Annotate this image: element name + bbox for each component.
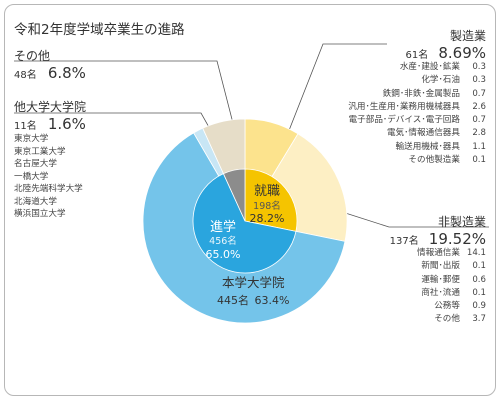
other-grad-percent: 1.6%	[47, 115, 86, 133]
manufacturing-item-label: 電子部品･デバイス･電子回路	[348, 115, 460, 126]
non-manufacturing-items: 情報通信業 14.1 新聞･出版 0.1 運輸･郵便 0.6 商社･流通 0.1 公務等 0.9 そ…	[246, 247, 486, 327]
manufacturing-leader-line	[287, 43, 387, 134]
manufacturing-stats: 61名 8.69%	[406, 43, 486, 62]
non-manufacturing-count: 137名	[389, 236, 419, 247]
non-manufacturing-item-label: 公務等	[434, 301, 460, 312]
non-manufacturing-item-value: 14.1	[466, 248, 486, 258]
manufacturing-item-value: 0.3	[472, 62, 486, 72]
non-manufacturing-item: 公務等 0.9	[246, 300, 486, 313]
manufacturing-item: その他製造業 0.1	[246, 154, 486, 167]
non-manufacturing-stats: 137名 19.52%	[390, 229, 486, 248]
non-manufacturing-item-value: 0.1	[472, 261, 486, 272]
non-manufacturing-item: 新聞･出版 0.1	[246, 260, 486, 273]
advancement-count: 456名	[209, 235, 237, 247]
non-manufacturing-name: 非製造業	[437, 215, 486, 229]
manufacturing-item-label: 化学･石油	[421, 75, 460, 86]
non-manufacturing-item-label: 運輸･郵便	[421, 274, 460, 285]
university-item: 一橋大学	[14, 171, 49, 182]
non-manufacturing-item-value: 0.1	[472, 287, 486, 298]
manufacturing-item-label: 輸送用機械･器具	[395, 141, 460, 152]
university-item: 北海道大学	[14, 196, 57, 207]
employment-percent: 28.2%	[250, 212, 285, 225]
other-grad-leader-line	[14, 112, 211, 130]
other-leader-line	[14, 60, 236, 132]
inner-ring	[192, 168, 298, 274]
other-stats: 48名 6.8%	[14, 63, 86, 82]
own-grad-name: 本学大学院	[221, 275, 285, 290]
university-item: 東京大学	[14, 134, 49, 144]
non-manufacturing-item: 運輸･郵便 0.6	[246, 274, 486, 287]
own-grad-count: 445名	[217, 294, 249, 307]
manufacturing-item: 電気･情報通信器具 2.8	[246, 127, 486, 140]
manufacturing-item-value: 0.3	[472, 75, 486, 86]
manufacturing-item-value: 0.7	[472, 88, 486, 99]
own-grad-percent: 63.4%	[254, 294, 290, 307]
manufacturing-items: 水産･建設･鉱業 0.3 化学･石油 0.3 鉄鋼･非鉄･金属製品 0.7 汎用･生産用･業…	[246, 61, 486, 167]
non-manufacturing-percent: 19.52%	[428, 230, 486, 248]
manufacturing-item-value: 0.1	[472, 155, 486, 166]
non-manufacturing-item-label: 商社･流通	[421, 287, 460, 298]
other-grad-name: 他大学大学院	[14, 100, 87, 114]
manufacturing-item-label: 鉄鋼･非鉄･金属製品	[382, 88, 460, 99]
non-manufacturing-item-value: 0.6	[472, 274, 486, 285]
manufacturing-item-label: 電気･情報通信器具	[386, 128, 460, 139]
inner-slice-就職	[244, 168, 298, 232]
chart-title: 令和2年度学域卒業生の進路	[14, 22, 185, 38]
non-manufacturing-item: 情報通信業 14.1	[246, 247, 486, 260]
other-grad-list: 東京大学 東京工業大学 名古屋大学 一橋大学 北陸先端科学大学 北海道大学 横浜…	[14, 133, 83, 221]
manufacturing-item: 鉄鋼･非鉄･金属製品 0.7	[246, 88, 486, 101]
non-manufacturing-item-value: 3.7	[472, 314, 486, 325]
non-manufacturing-item-value: 0.9	[472, 301, 486, 312]
non-manufacturing-leader-line	[335, 209, 489, 228]
other-count: 48名	[14, 70, 37, 81]
other-grad-count: 11名	[14, 121, 37, 132]
university-item: 名古屋大学	[14, 159, 57, 169]
manufacturing-item-value: 2.8	[472, 128, 486, 139]
manufacturing-percent: 8.69%	[438, 44, 486, 62]
manufacturing-item-value: 2.6	[472, 101, 486, 112]
own-grad-stats: 445名 63.4%	[217, 292, 289, 308]
leader-lines	[14, 43, 489, 228]
employment-label: 就職	[254, 184, 280, 199]
manufacturing-item-label: その他製造業	[408, 155, 460, 166]
university-item: 横浜国立大学	[14, 209, 66, 219]
non-manufacturing-item-label: 情報通信業	[417, 248, 460, 258]
non-manufacturing-item: その他 3.7	[246, 313, 486, 326]
manufacturing-name: 製造業	[449, 29, 486, 43]
employment-count: 198名	[253, 200, 281, 212]
manufacturing-item-value: 1.1	[472, 141, 486, 152]
advancement-percent: 65.0%	[206, 248, 241, 261]
manufacturing-item: 汎用･生産用･業務用機械器具 2.6	[246, 101, 486, 114]
manufacturing-item: 輸送用機械･器具 1.1	[246, 141, 486, 154]
manufacturing-item: 化学･石油 0.3	[246, 74, 486, 87]
non-manufacturing-item-label: 新聞･出版	[421, 261, 460, 272]
manufacturing-item: 水産･建設･鉱業 0.3	[246, 61, 486, 74]
university-item: 北陸先端科学大学	[14, 184, 83, 194]
non-manufacturing-item: 商社･流通 0.1	[246, 287, 486, 300]
other-grad-stats: 11名 1.6%	[14, 114, 86, 133]
advancement-label: 進学	[210, 219, 236, 235]
inner-slice-進学	[192, 173, 297, 274]
inner-slice-other	[222, 168, 246, 222]
other-name: その他	[14, 49, 51, 63]
university-item: 東京工業大学	[14, 146, 66, 157]
manufacturing-item-label: 汎用･生産用･業務用機械器具	[348, 101, 460, 112]
manufacturing-item-value: 0.7	[472, 115, 486, 126]
manufacturing-count: 61名	[405, 50, 429, 61]
manufacturing-item: 電子部品･デバイス･電子回路 0.7	[246, 114, 486, 127]
non-manufacturing-item-label: その他	[434, 314, 460, 325]
other-percent: 6.8%	[47, 64, 86, 82]
own-grad-label: 本学大学院 445名 63.4%	[217, 272, 289, 308]
chart-frame: 令和2年度学域卒業生の進路 就職 198名 28.2% 進学 456名 65.0% その他…	[4, 4, 496, 396]
manufacturing-item-label: 水産･建設･鉱業	[399, 62, 460, 72]
